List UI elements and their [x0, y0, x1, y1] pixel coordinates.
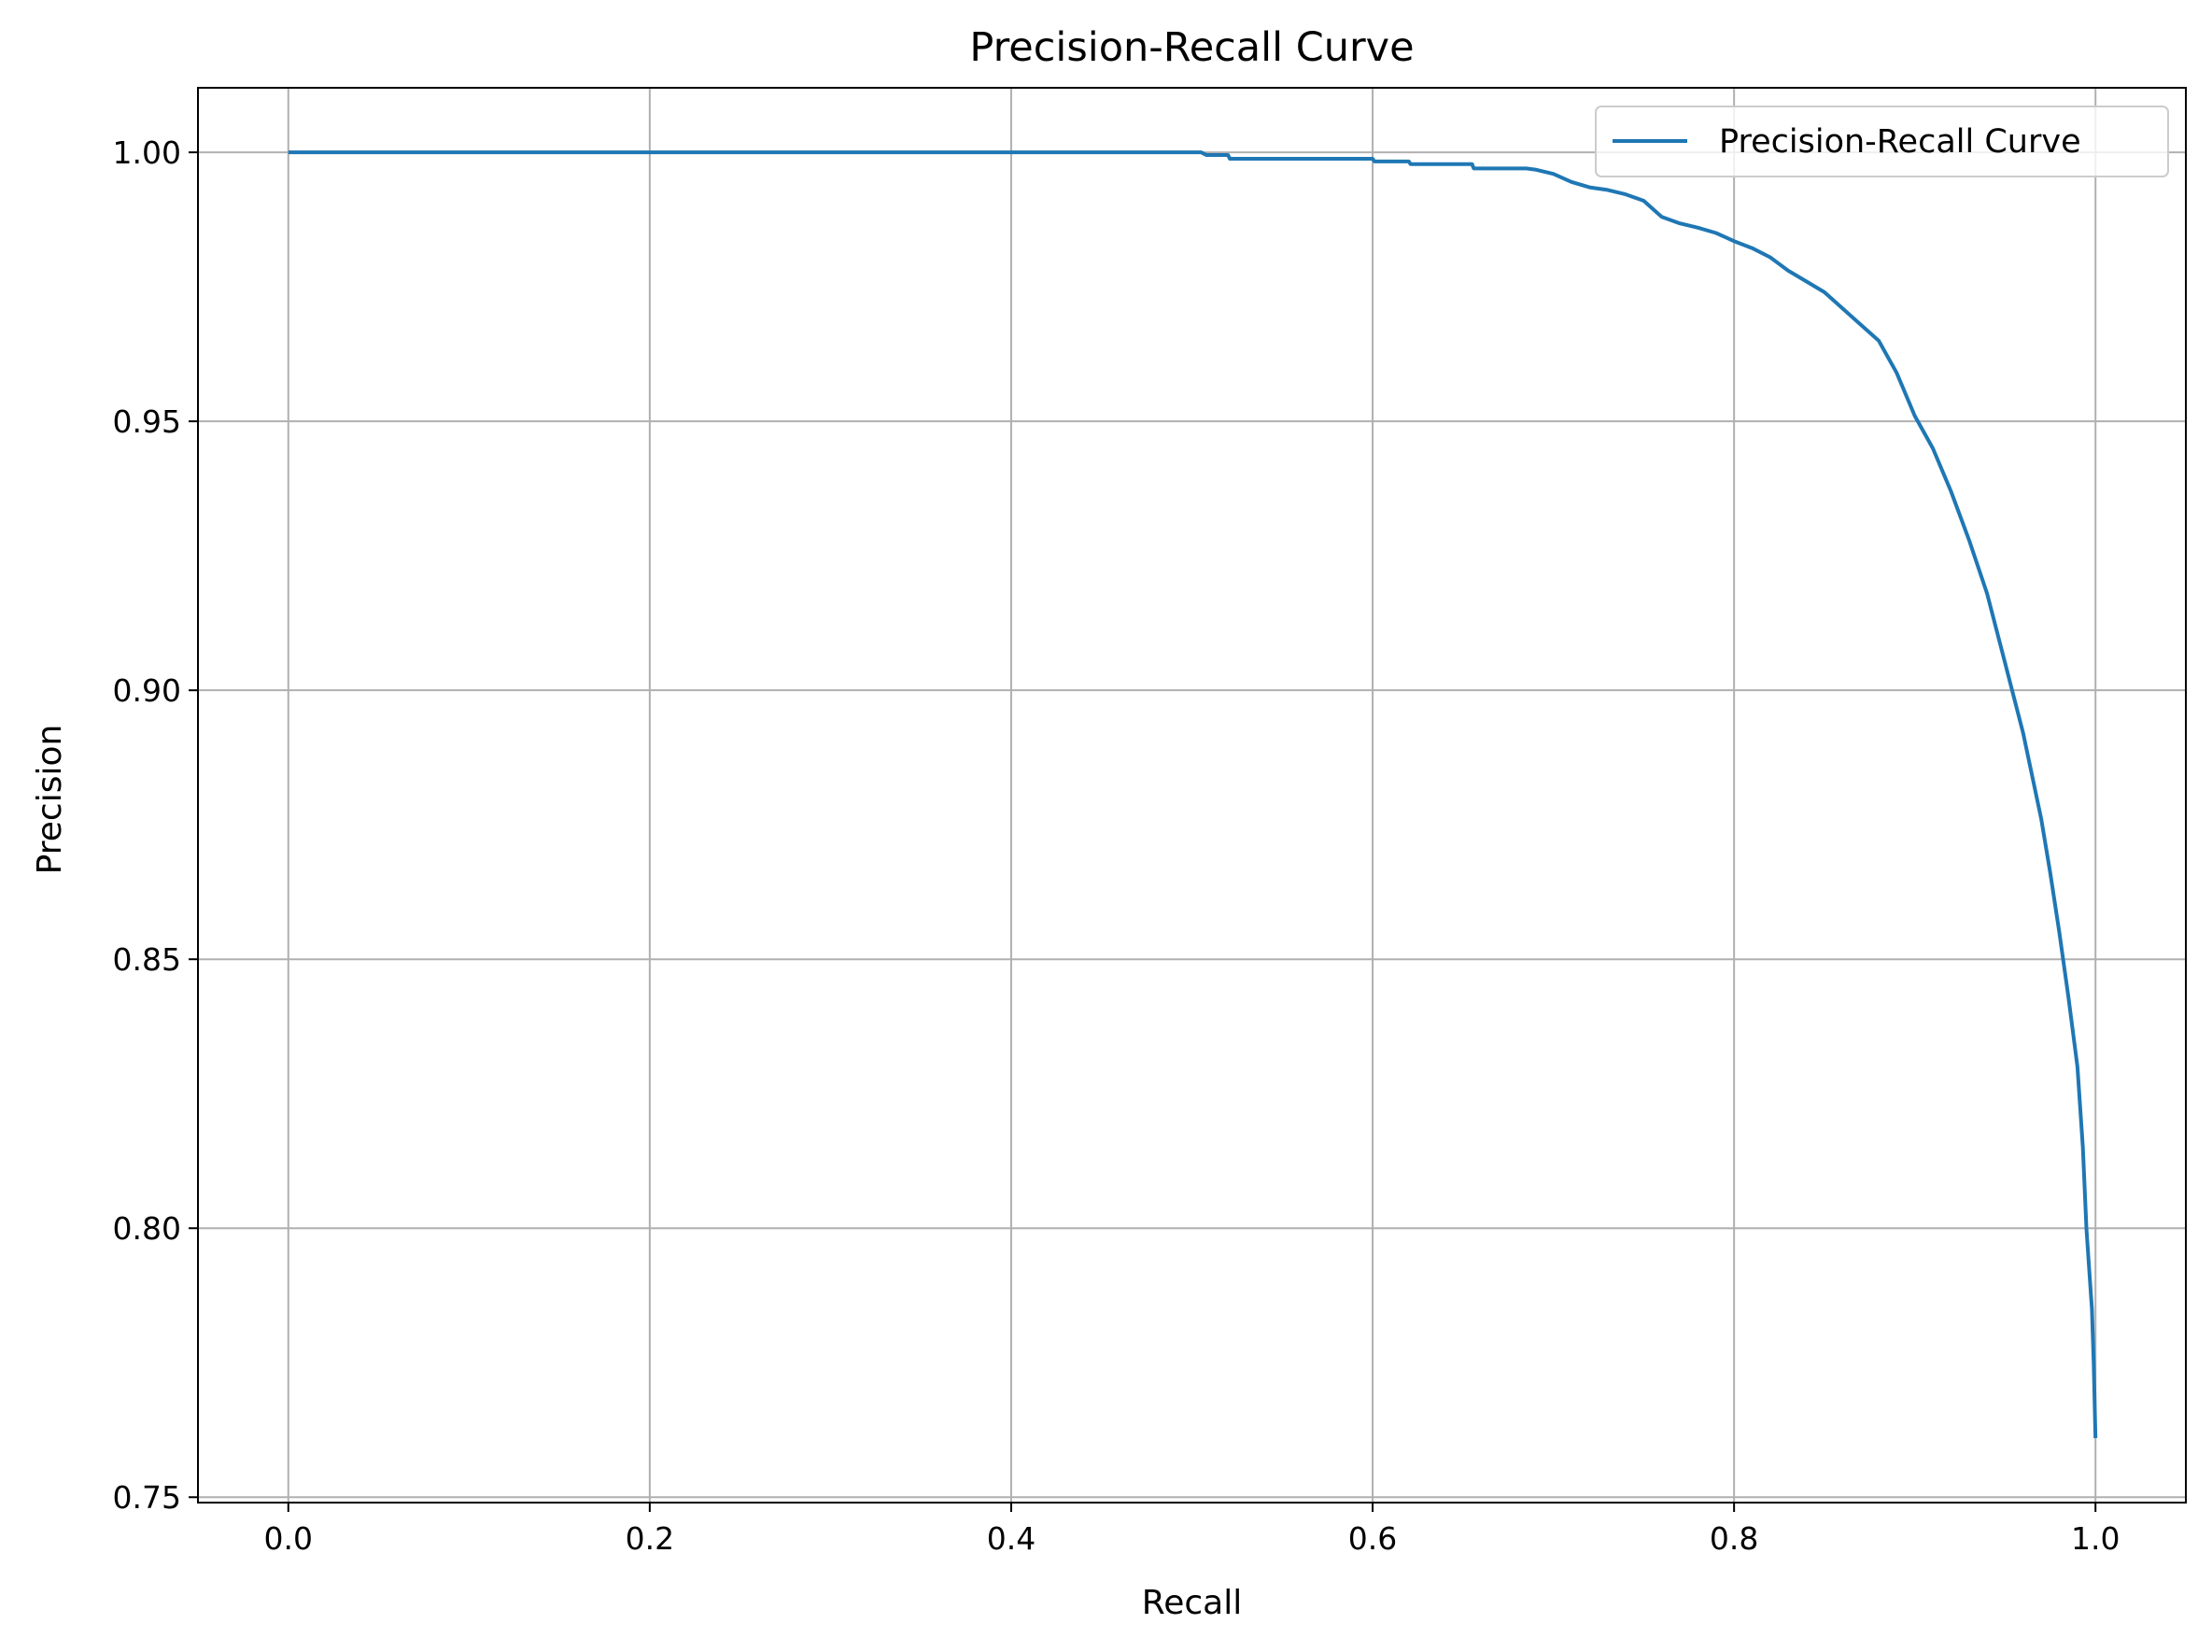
x-tick-label: 1.0	[2071, 1520, 2120, 1557]
legend-box	[1595, 106, 2169, 177]
x-tick-label: 0.8	[1710, 1520, 1758, 1557]
y-tick-label: 0.95	[113, 403, 181, 440]
x-tick-label: 0.0	[264, 1520, 313, 1557]
y-tick-label: 0.80	[113, 1210, 181, 1247]
chart-title: Precision-Recall Curve	[969, 24, 1414, 71]
series-line	[288, 150, 2098, 1438]
y-tick-label: 1.00	[113, 134, 181, 171]
x-tick-label: 0.4	[987, 1520, 1036, 1557]
y-tick-label: 0.90	[113, 672, 181, 709]
plot-frame	[197, 87, 2187, 1504]
x-axis-ticks: 0.0 0.2 0.4 0.6 0.8 1.0	[264, 1503, 2120, 1557]
legend-entry-label: Precision-Recall Curve	[1719, 123, 2081, 161]
legend: Precision-Recall Curve	[1595, 106, 2169, 177]
x-tick-label: 0.6	[1348, 1520, 1397, 1557]
x-tick-label: 0.2	[626, 1520, 674, 1557]
series-lines	[288, 150, 2098, 1438]
y-axis-ticks: 0.75 0.80 0.85 0.90 0.95 1.00	[113, 134, 198, 1516]
x-axis-label: Recall	[1142, 1584, 1242, 1622]
y-tick-label: 0.75	[113, 1479, 181, 1516]
y-axis-label: Precision	[31, 725, 69, 875]
y-tick-label: 0.85	[113, 941, 181, 978]
